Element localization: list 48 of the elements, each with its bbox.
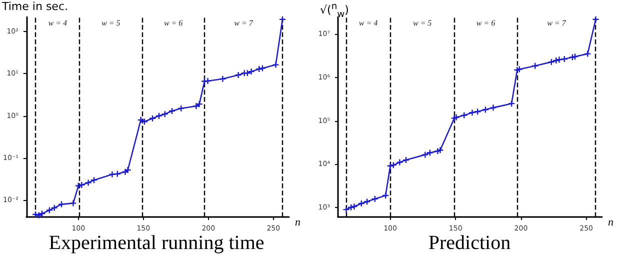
point bbox=[39, 210, 46, 217]
point bbox=[124, 167, 131, 173]
annotation: w = 6 bbox=[164, 18, 183, 28]
point bbox=[572, 54, 578, 60]
annotation: w = 7 bbox=[234, 18, 254, 28]
point bbox=[235, 72, 242, 78]
point bbox=[490, 104, 496, 111]
point bbox=[156, 112, 162, 119]
point bbox=[556, 56, 562, 63]
point bbox=[396, 159, 403, 166]
point bbox=[109, 171, 116, 178]
annotation: w = 6 bbox=[476, 18, 496, 28]
point bbox=[461, 112, 468, 118]
point bbox=[51, 204, 58, 211]
y-axis-title: Time in sec. bbox=[2, 0, 68, 13]
x-axis-title: n bbox=[295, 216, 301, 228]
annotation: w = 7 bbox=[547, 18, 567, 28]
point bbox=[248, 68, 254, 75]
y-axis-title: √($^{n}$$_{w}$) bbox=[320, 0, 349, 21]
point bbox=[422, 152, 428, 158]
point bbox=[469, 110, 476, 116]
point bbox=[584, 50, 591, 57]
point bbox=[138, 116, 144, 123]
point bbox=[220, 76, 226, 82]
text: Prediction bbox=[428, 232, 511, 254]
point bbox=[351, 203, 358, 210]
point bbox=[46, 207, 52, 214]
point bbox=[70, 200, 76, 206]
point bbox=[196, 101, 202, 108]
point bbox=[85, 180, 92, 186]
point bbox=[437, 147, 444, 154]
point bbox=[78, 182, 85, 188]
point bbox=[426, 150, 433, 156]
point bbox=[343, 206, 350, 213]
x-axis-title: n bbox=[608, 216, 614, 228]
point bbox=[204, 78, 211, 84]
text: Experimental running time bbox=[48, 232, 264, 254]
point bbox=[482, 106, 488, 113]
point bbox=[387, 162, 394, 169]
point bbox=[193, 103, 200, 110]
annotation: w = 5 bbox=[102, 18, 120, 28]
point bbox=[592, 16, 599, 22]
annotation: w = 5 bbox=[412, 18, 432, 28]
point bbox=[58, 201, 65, 208]
point bbox=[259, 65, 266, 72]
annotation: w = 4 bbox=[48, 18, 67, 28]
annotation: w = 4 bbox=[358, 18, 378, 28]
point bbox=[272, 62, 279, 68]
